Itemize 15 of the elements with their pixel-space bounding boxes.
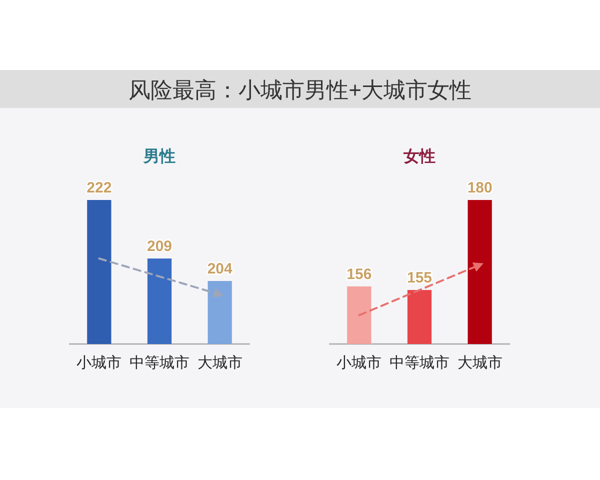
data-label: 180 xyxy=(467,180,492,196)
text: 风险最高：小城市男性+大城市女性 xyxy=(128,78,472,102)
x-tick-label: 大城市 xyxy=(457,354,502,372)
data-label: 156 xyxy=(346,266,372,283)
x-tick-label: 大城市 xyxy=(197,354,242,372)
data-label: 155 xyxy=(406,270,432,286)
data-label: 209 xyxy=(146,238,172,255)
data-label: 204 xyxy=(207,260,233,278)
chart-title: 男性 xyxy=(142,148,176,166)
x-tick-label: 中等城市 xyxy=(390,354,450,372)
x-tick-label: 中等城市 xyxy=(130,354,190,372)
x-tick-label: 小城市 xyxy=(76,354,122,372)
data-label: 222 xyxy=(86,180,112,196)
chart-title: 女性 xyxy=(402,148,436,166)
x-tick-label: 小城市 xyxy=(336,354,382,372)
